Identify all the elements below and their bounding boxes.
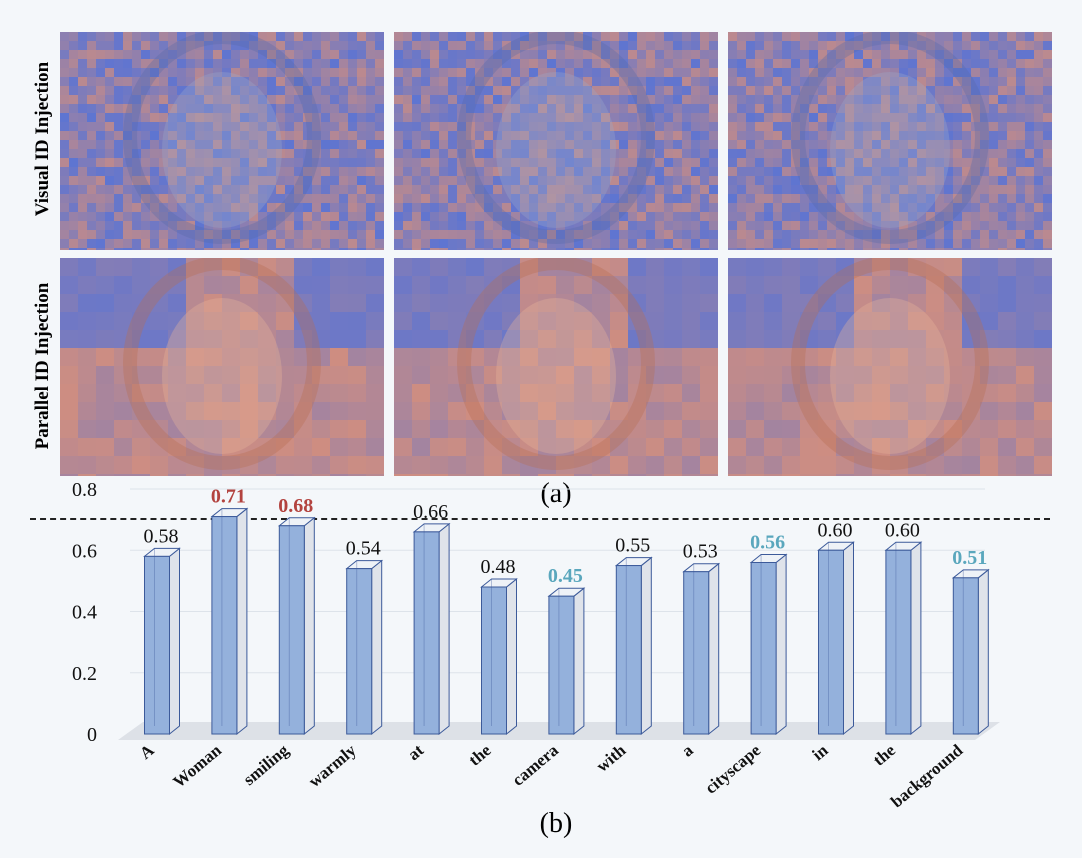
bar	[143, 547, 181, 736]
category-label: cityscape	[701, 740, 764, 797]
heatmap-tile-visual-2	[394, 32, 718, 250]
value-label: 0.66	[413, 501, 448, 523]
bar-front	[952, 577, 979, 735]
bar-side	[708, 562, 720, 736]
value-label: 0.56	[750, 532, 785, 554]
category-label: a	[678, 740, 697, 760]
bar-side	[843, 541, 854, 736]
face-silhouette	[830, 72, 950, 228]
bar-front	[548, 595, 575, 735]
heatmap-cells	[394, 32, 718, 250]
y-tick-label: 0.2	[72, 663, 97, 685]
value-label: 0.51	[952, 547, 987, 569]
value-label: 0.53	[683, 541, 718, 563]
bar-front	[481, 586, 507, 735]
caption-b: (b)	[539, 808, 573, 839]
y-tick-label: 0	[87, 724, 97, 746]
category-label: at	[404, 740, 427, 764]
heatmap-cells	[728, 258, 1052, 476]
bar-front	[750, 562, 777, 735]
bar-front	[278, 525, 305, 735]
face-silhouette	[162, 72, 282, 228]
hair-silhouette	[123, 32, 321, 244]
bar	[749, 553, 788, 736]
heatmap-cells	[60, 32, 384, 250]
bar-side	[169, 547, 180, 736]
heatmap-tile-visual-3	[728, 32, 1052, 250]
bar	[682, 562, 721, 736]
hair-silhouette	[791, 258, 989, 470]
bar-side	[910, 541, 922, 736]
category-label: in	[808, 740, 831, 764]
bar-side	[640, 556, 652, 736]
bar-side	[371, 559, 383, 736]
value-label: 0.71	[211, 486, 246, 508]
heatmap-cells	[394, 258, 718, 476]
category-label: Woman	[169, 740, 225, 791]
category-label: smiling	[240, 740, 293, 789]
bar-side	[775, 553, 787, 736]
bar	[884, 541, 923, 736]
category-label: the	[869, 740, 899, 769]
face-silhouette	[496, 72, 616, 228]
value-label: 0.45	[548, 565, 583, 587]
category-label: background	[887, 740, 967, 811]
bar	[277, 516, 316, 736]
bar-front	[346, 568, 373, 735]
value-label: 0.55	[615, 535, 650, 557]
category-label: the	[465, 740, 495, 769]
bar	[614, 556, 653, 736]
value-label: 0.54	[346, 538, 381, 560]
heatmap-cells	[728, 32, 1052, 250]
category-label: A	[136, 740, 158, 763]
bar-front	[144, 555, 170, 735]
heatmap-tile-parallel-3	[728, 258, 1052, 476]
caption-a: (a)	[540, 478, 572, 509]
bar-side	[977, 568, 989, 736]
face-silhouette	[496, 298, 616, 454]
bar	[951, 568, 990, 736]
hair-silhouette	[457, 258, 655, 470]
heatmap-tile-parallel-1	[60, 258, 384, 476]
bar-side	[506, 577, 517, 736]
y-tick-label: 0.6	[72, 540, 97, 562]
bar-front	[615, 565, 642, 735]
hair-silhouette	[457, 32, 655, 244]
heatmap-cells	[60, 258, 384, 476]
bar	[345, 559, 384, 736]
bar-side	[236, 507, 248, 736]
bar-side	[303, 516, 315, 736]
bar-front	[413, 531, 440, 735]
bar-front	[885, 549, 912, 735]
value-label: 0.58	[144, 525, 179, 547]
bar	[547, 587, 586, 736]
hair-silhouette	[791, 32, 989, 244]
heatmap-tile-visual-1	[60, 32, 384, 250]
bar	[412, 522, 451, 736]
value-label: 0.68	[278, 495, 313, 517]
divider-line	[30, 518, 1050, 520]
value-label: 0.60	[818, 519, 853, 541]
bar	[817, 541, 855, 736]
bar	[210, 507, 249, 736]
heatmap-tile-parallel-2	[394, 258, 718, 476]
bar-side	[573, 587, 585, 736]
y-tick-label: 0.4	[72, 602, 97, 624]
bar-side	[438, 522, 450, 736]
category-label: with	[593, 740, 630, 776]
value-label: 0.48	[481, 556, 516, 578]
category-label: camera	[509, 740, 563, 789]
value-label: 0.60	[885, 519, 920, 541]
bar-front	[683, 571, 710, 735]
face-silhouette	[162, 298, 282, 454]
category-label: warmly	[305, 740, 360, 791]
y-tick-label: 0.8	[72, 479, 97, 501]
hair-silhouette	[123, 258, 321, 470]
face-silhouette	[830, 298, 950, 454]
bar-front	[818, 549, 844, 735]
bar	[480, 577, 518, 736]
bar-front	[211, 516, 238, 735]
